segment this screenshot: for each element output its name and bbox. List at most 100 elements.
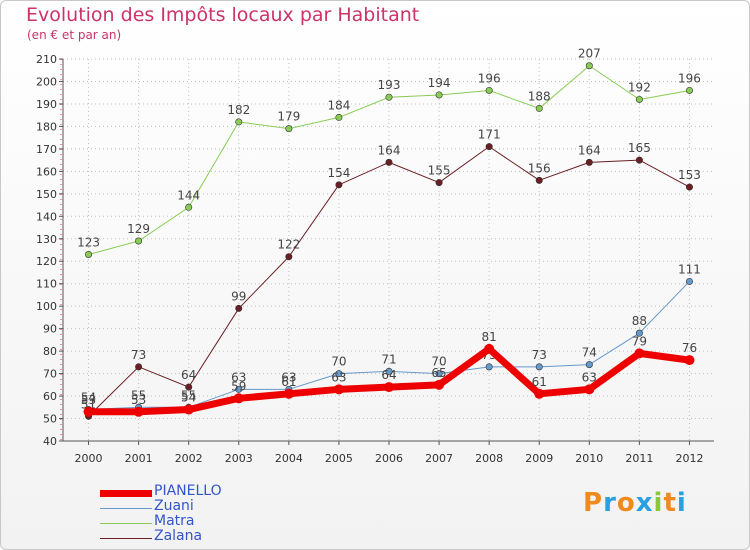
data-label-zuani: 54 (81, 391, 96, 405)
data-point-zuani (635, 329, 643, 337)
data-label-pianello: 54 (181, 391, 196, 405)
data-point-matra (185, 203, 193, 211)
data-point-zalana (185, 383, 193, 391)
data-label-matra: 179 (277, 110, 300, 124)
data-point-matra (585, 62, 593, 70)
y-tick-label: 80 (43, 345, 57, 358)
data-label-zalana: 64 (181, 368, 196, 382)
data-label-matra: 144 (177, 188, 200, 202)
data-label-zuani: 63 (231, 370, 246, 384)
data-point-zalana (385, 158, 393, 166)
x-tick-label: 2005 (325, 452, 353, 465)
data-point-zalana (335, 181, 343, 189)
y-tick-label: 160 (36, 165, 57, 178)
data-label-zuani: 74 (582, 346, 597, 360)
data-point-matra (535, 104, 543, 112)
data-label-zuani: 70 (331, 355, 346, 369)
data-label-zalana: 156 (528, 161, 551, 175)
data-label-pianello: 53 (131, 393, 146, 407)
data-point-matra (635, 95, 643, 103)
data-point-zuani (235, 385, 243, 393)
y-tick-label: 50 (43, 413, 57, 426)
data-label-zuani: 71 (381, 352, 396, 366)
data-label-matra: 129 (127, 222, 150, 236)
x-tick-label: 2004 (275, 452, 303, 465)
data-point-matra (685, 86, 693, 94)
data-label-matra: 192 (628, 80, 651, 94)
data-point-pianello (133, 406, 144, 417)
x-tick-label: 2001 (125, 452, 153, 465)
data-point-zalana (285, 253, 293, 261)
data-label-zalana: 99 (231, 289, 246, 303)
legend-swatch-matra (100, 523, 152, 524)
data-label-pianello: 59 (231, 379, 246, 393)
data-label-zalana: 155 (428, 164, 451, 178)
y-tick-label: 200 (36, 75, 57, 88)
x-tick-label: 2006 (375, 452, 403, 465)
y-tick-label: 100 (36, 300, 57, 313)
data-point-matra (285, 125, 293, 133)
data-point-zalana (685, 183, 693, 191)
data-label-matra: 184 (327, 98, 350, 112)
legend-label-pianello: PIANELLO (154, 483, 222, 499)
y-tick-label: 170 (36, 143, 57, 156)
data-point-pianello (384, 382, 394, 393)
data-point-matra (485, 86, 493, 94)
chart-title: Evolution des Impôts locaux par Habitant (26, 4, 420, 26)
data-label-matra: 182 (227, 103, 250, 117)
data-point-matra (235, 118, 243, 126)
y-tick-label: 110 (36, 278, 57, 291)
data-label-matra: 196 (478, 71, 501, 85)
data-label-pianello: 65 (431, 366, 446, 380)
y-tick-label: 180 (36, 120, 57, 133)
y-tick-label: 130 (36, 233, 57, 246)
data-point-pianello (584, 384, 595, 395)
data-point-pianello (634, 348, 645, 359)
data-label-zuani: 111 (678, 262, 701, 276)
y-tick-label: 70 (43, 368, 57, 381)
x-tick-label: 2003 (225, 452, 253, 465)
data-label-zuani: 55 (181, 388, 196, 402)
legend-item-matra: Matra (100, 513, 300, 530)
y-tick-label: 140 (36, 210, 57, 223)
data-point-zuani (535, 363, 543, 371)
data-label-matra: 193 (378, 78, 401, 92)
data-point-pianello (183, 404, 194, 415)
data-point-pianello (484, 343, 495, 354)
data-point-zalana (635, 156, 643, 164)
logo-letter: x (635, 488, 654, 518)
data-point-zalana (135, 363, 143, 371)
data-label-zalana: 122 (277, 238, 300, 252)
y-tick-label: 150 (36, 188, 57, 201)
data-label-pianello: 76 (682, 341, 697, 355)
data-label-pianello: 61 (532, 375, 547, 389)
logo-letter: i (676, 488, 687, 518)
data-point-pianello (684, 355, 695, 366)
data-label-pianello: 63 (582, 370, 597, 384)
y-tick-label: 90 (43, 323, 57, 336)
data-point-pianello (333, 384, 344, 395)
data-point-pianello (83, 406, 94, 417)
data-label-zalana: 171 (478, 128, 501, 142)
data-point-zuani (685, 277, 693, 285)
data-point-matra (135, 237, 143, 245)
logo-letter: i (653, 488, 664, 518)
legend-label-zuani: Zuani (154, 498, 194, 514)
data-label-matra: 207 (578, 47, 601, 61)
data-label-zuani: 55 (131, 388, 146, 402)
data-label-zuani: 70 (431, 355, 446, 369)
data-point-matra (335, 113, 343, 121)
y-tick-label: 190 (36, 98, 57, 111)
x-tick-label: 2009 (525, 452, 553, 465)
data-point-zalana (535, 176, 543, 184)
logo-letter: r (603, 488, 617, 518)
data-label-pianello: 81 (482, 330, 497, 344)
data-label-zalana: 153 (678, 168, 701, 182)
x-tick-label: 2011 (625, 452, 653, 465)
data-point-zalana (235, 304, 243, 312)
legend-label-zalana: Zalana (154, 528, 203, 544)
data-point-zuani (335, 370, 343, 378)
data-label-zalana: 165 (628, 141, 651, 155)
